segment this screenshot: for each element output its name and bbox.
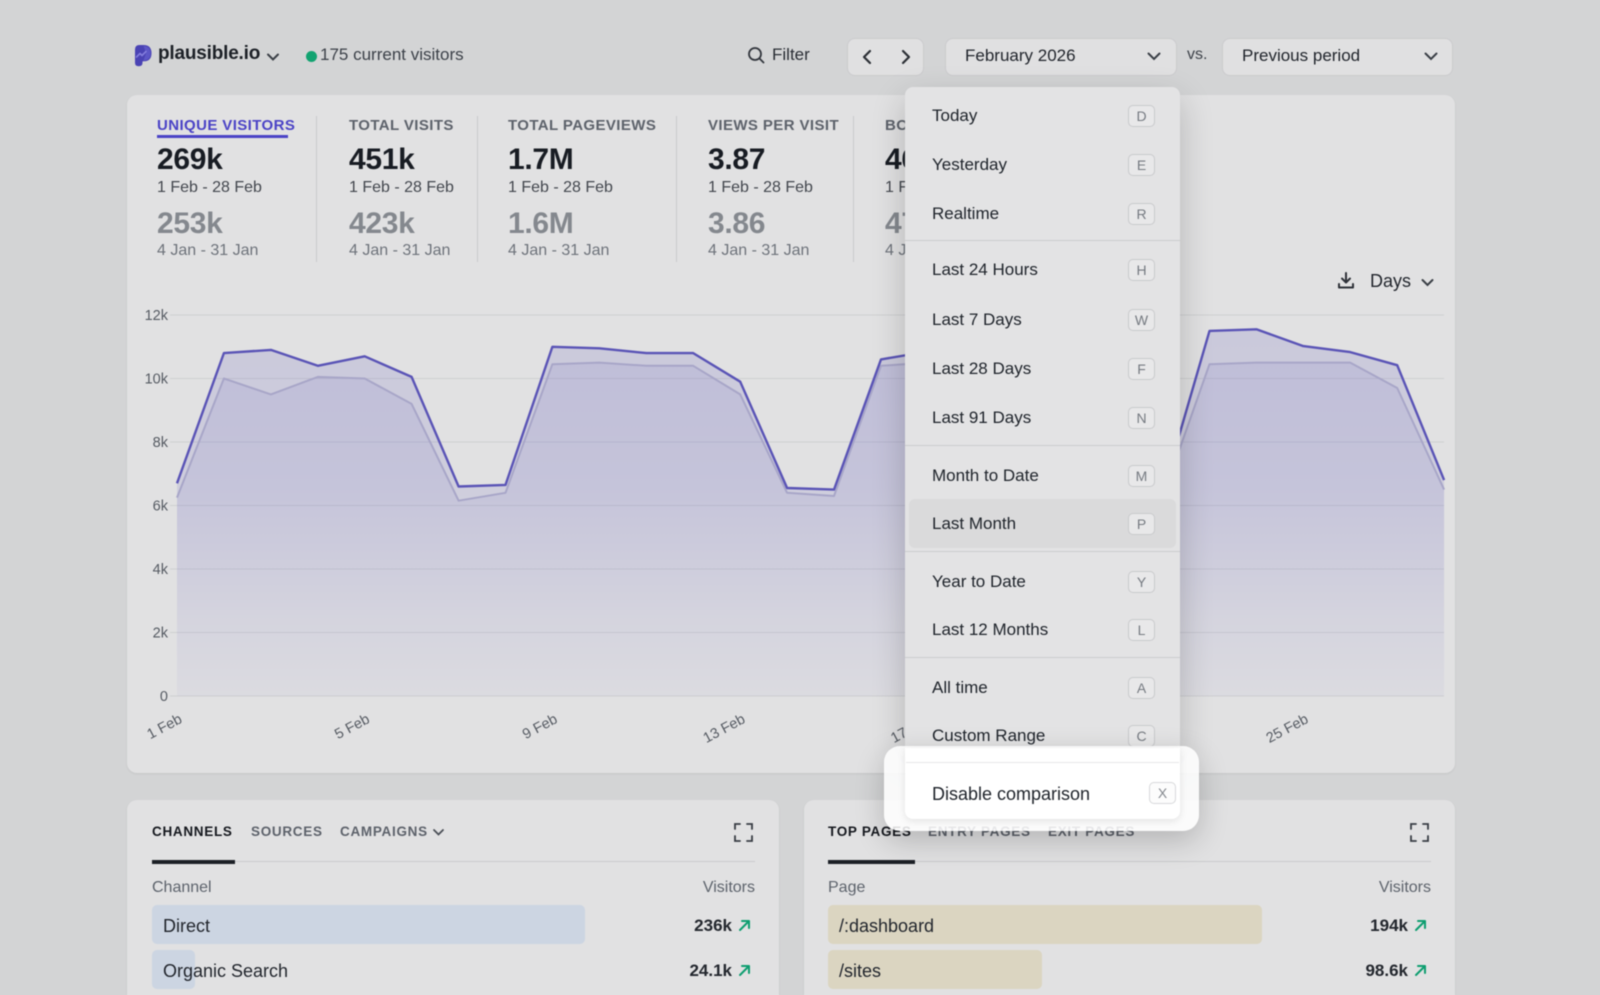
svg-text:8k: 8k — [153, 435, 169, 451]
svg-text:5 Feb: 5 Feb — [332, 711, 372, 743]
svg-text:25 Feb: 25 Feb — [1264, 711, 1311, 746]
svg-text:6k: 6k — [153, 499, 169, 515]
svg-text:2k: 2k — [153, 626, 169, 642]
svg-text:12k: 12k — [145, 308, 169, 324]
svg-text:0: 0 — [160, 689, 168, 705]
svg-text:1 Feb: 1 Feb — [145, 711, 185, 743]
svg-text:13 Feb: 13 Feb — [701, 711, 748, 746]
svg-text:9 Feb: 9 Feb — [520, 711, 560, 743]
svg-text:4k: 4k — [153, 562, 169, 578]
svg-text:10k: 10k — [145, 372, 169, 388]
